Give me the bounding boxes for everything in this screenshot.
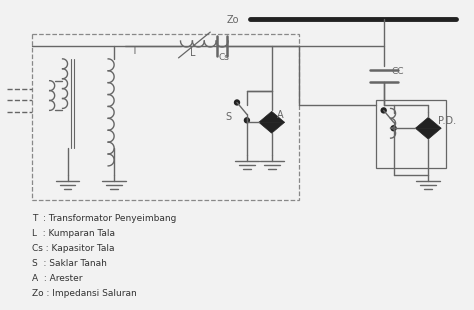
Text: P.D.: P.D. [438, 116, 456, 126]
Text: CC: CC [392, 67, 404, 76]
Polygon shape [259, 111, 284, 122]
Bar [32, 34, 300, 200]
Polygon shape [415, 128, 441, 139]
Text: Cs: Cs [218, 53, 229, 62]
Text: Zo: Zo [227, 15, 239, 25]
Text: S: S [225, 112, 231, 122]
Text: Zo : Impedansi Saluran: Zo : Impedansi Saluran [32, 289, 137, 298]
Circle shape [235, 100, 239, 105]
Polygon shape [415, 117, 441, 128]
Text: T  : Transformator Penyeimbang: T : Transformator Penyeimbang [32, 215, 176, 224]
Circle shape [245, 118, 249, 123]
Bar [376, 100, 446, 168]
Circle shape [391, 126, 396, 131]
Text: L  : Kumparan Tala: L : Kumparan Tala [32, 229, 115, 238]
Text: A  : Arester: A : Arester [32, 274, 82, 283]
Text: L: L [191, 48, 196, 58]
Text: S  : Saklar Tanah: S : Saklar Tanah [32, 259, 107, 268]
Polygon shape [259, 122, 284, 133]
Text: T: T [131, 46, 137, 56]
Text: A: A [277, 110, 283, 120]
Text: Cs : Kapasitor Tala: Cs : Kapasitor Tala [32, 244, 114, 253]
Circle shape [381, 108, 386, 113]
